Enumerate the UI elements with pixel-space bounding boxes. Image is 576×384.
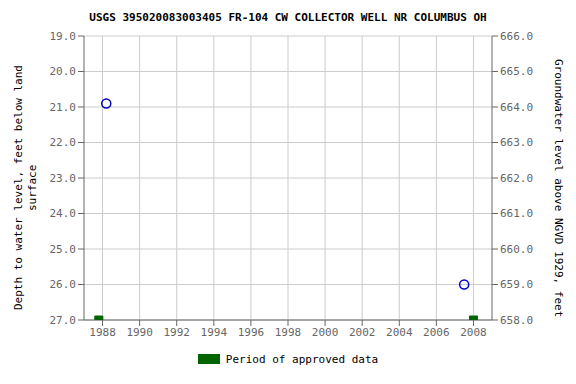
svg-text:658.0: 658.0 — [500, 314, 533, 327]
svg-text:1998: 1998 — [275, 326, 302, 339]
svg-text:659.0: 659.0 — [500, 278, 533, 291]
svg-text:21.0: 21.0 — [50, 101, 77, 114]
svg-text:662.0: 662.0 — [500, 172, 533, 185]
svg-text:26.0: 26.0 — [50, 278, 77, 291]
svg-text:19.0: 19.0 — [50, 30, 77, 43]
html-text:Groundwater level above NGVD 1: Groundwater level above NGVD 1929, feet — [551, 58, 565, 318]
svg-text:660.0: 660.0 — [500, 243, 533, 256]
svg-text:25.0: 25.0 — [50, 243, 77, 256]
svg-text:665.0: 665.0 — [500, 65, 533, 78]
svg-text:666.0: 666.0 — [500, 30, 533, 43]
svg-text:664.0: 664.0 — [500, 101, 533, 114]
svg-text:1992: 1992 — [163, 326, 190, 339]
svg-text:1990: 1990 — [126, 326, 152, 339]
svg-text:1994: 1994 — [201, 326, 228, 339]
svg-text:2002: 2002 — [349, 326, 376, 339]
svg-text:23.0: 23.0 — [50, 172, 77, 185]
svg-text:27.0: 27.0 — [50, 314, 77, 327]
svg-text:2004: 2004 — [386, 326, 413, 339]
svg-text:22.0: 22.0 — [50, 136, 77, 149]
svg-text:2000: 2000 — [312, 326, 339, 339]
svg-text:2008: 2008 — [460, 326, 487, 339]
svg-text:20.0: 20.0 — [50, 65, 77, 78]
html-text:USGS 395020083003405 FR-104 CW: USGS 395020083003405 FR-104 CW COLLECTOR… — [89, 11, 487, 24]
svg-text:2006: 2006 — [423, 326, 450, 339]
svg-text:1996: 1996 — [238, 326, 265, 339]
html-text:Period of approved data: Period of approved data — [225, 352, 379, 366]
svg-text:1988: 1988 — [89, 326, 116, 339]
svg-text:661.0: 661.0 — [500, 207, 533, 220]
html-text:Depth to water level, feet bel: Depth to water level, feet below land — [12, 65, 25, 311]
svg-text:663.0: 663.0 — [500, 136, 533, 149]
svg-text:24.0: 24.0 — [50, 207, 77, 220]
html-text:surface: surface — [26, 164, 39, 212]
